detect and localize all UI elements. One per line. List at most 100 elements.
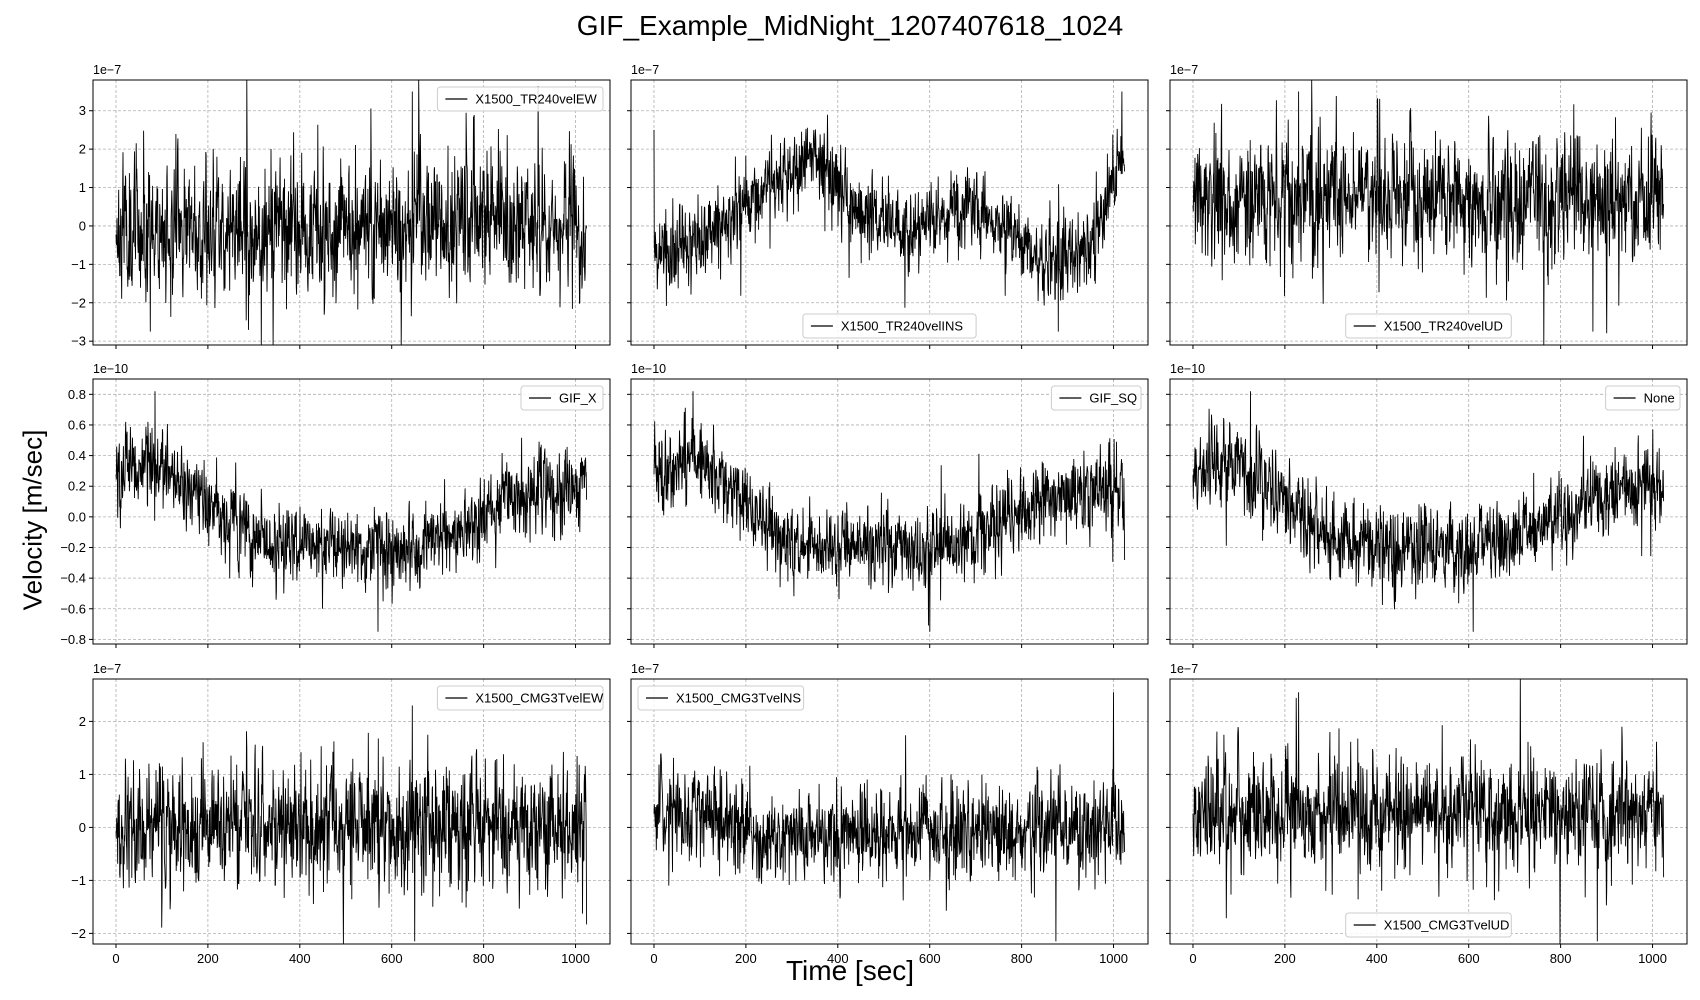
- y-offset-label: 1e−7: [631, 63, 659, 77]
- x-tick-label: 1000: [1638, 951, 1667, 966]
- series-line: [115, 391, 588, 632]
- y-tick-label: 0.4: [68, 448, 86, 463]
- legend-label: X1500_CMG3TvelNS: [676, 691, 801, 706]
- x-tick-label: 200: [197, 951, 219, 966]
- legend-label: None: [1644, 391, 1675, 406]
- y-tick-label: 0.6: [68, 417, 86, 432]
- axes-frame: [92, 79, 611, 346]
- series-line: [653, 91, 1126, 332]
- x-tick-label: 1000: [1099, 951, 1128, 966]
- x-tick-label: 800: [473, 951, 495, 966]
- legend-box: [637, 685, 805, 711]
- y-tick-label: 0.0: [68, 509, 86, 524]
- axes-frame: [630, 678, 1149, 945]
- legend-label: X1500_TR240velEW: [475, 92, 597, 107]
- series-line: [1192, 679, 1665, 944]
- y-offset-label: 1e−7: [93, 662, 121, 676]
- figure-title: GIF_Example_MidNight_1207407618_1024: [576, 10, 1124, 41]
- subplot-8: 0 200 400 600 800 1000 1e−7 X1500_CMG3TvelNS: [627, 662, 1149, 966]
- y-tick-label: −1: [71, 257, 86, 272]
- legend-box: [1345, 313, 1512, 339]
- x-tick-label: 800: [1011, 951, 1033, 966]
- x-tick-label: 400: [827, 951, 849, 966]
- subplot-6: 1e−10 None: [1166, 362, 1688, 648]
- legend: X1500_TR240velINS: [802, 313, 977, 339]
- legend-label: X1500_TR240velINS: [841, 319, 963, 334]
- series-line: [653, 692, 1126, 942]
- legend-label: X1500_CMG3TvelUD: [1384, 918, 1510, 933]
- axes-frame: [92, 378, 611, 645]
- y-tick-label: −0.2: [60, 540, 86, 555]
- legend: X1500_CMG3TvelUD: [1345, 912, 1512, 938]
- x-tick-label: 200: [735, 951, 757, 966]
- legend-box: [1605, 385, 1681, 411]
- x-tick-label: 0: [650, 951, 657, 966]
- y-tick-label: 3: [79, 103, 86, 118]
- x-tick-label: 0: [112, 951, 119, 966]
- legend: GIF_X: [520, 385, 604, 411]
- subplot-1: −3 −2 −1 0 1 2 3 1e−7 X1500_TR240velEW: [71, 63, 611, 349]
- legend: GIF_SQ: [1050, 385, 1142, 411]
- y-offset-label: 1e−7: [93, 63, 121, 77]
- legend-box: [1050, 385, 1142, 411]
- y-tick-label: −1: [71, 873, 86, 888]
- y-tick-label: 0: [79, 820, 86, 835]
- legend-label: X1500_CMG3TvelEW: [475, 691, 604, 706]
- y-tick-label: −0.8: [60, 632, 86, 647]
- y-tick-label: −2: [71, 295, 86, 310]
- legend-box: [436, 685, 604, 711]
- legend-box: [520, 385, 604, 411]
- series-line: [115, 705, 588, 944]
- x-tick-label: 400: [289, 951, 311, 966]
- legend-box: [802, 313, 977, 339]
- subplot-3: 1e−7 X1500_TR240velUD: [1166, 63, 1688, 349]
- legend: X1500_TR240velEW: [436, 86, 604, 112]
- axes-frame: [92, 678, 611, 945]
- y-tick-label: −0.6: [60, 601, 86, 616]
- x-tick-label: 800: [1550, 951, 1572, 966]
- y-tick-label: 0.2: [68, 479, 86, 494]
- legend-box: [1345, 912, 1512, 938]
- y-tick-label: 2: [79, 142, 86, 157]
- legend: X1500_CMG3TvelNS: [637, 685, 805, 711]
- axes-frame: [1169, 378, 1688, 645]
- x-tick-label: 0: [1189, 951, 1196, 966]
- legend: X1500_CMG3TvelEW: [436, 685, 604, 711]
- subplot-7: −2 −1 0 1 2 0 200 400 600 800 1000 1e−7 X1500_CMG3Tv…: [71, 662, 611, 966]
- axes-frame: [1169, 678, 1688, 945]
- legend-label: X1500_TR240velUD: [1384, 319, 1503, 334]
- y-tick-label: 2: [79, 714, 86, 729]
- y-offset-label: 1e−7: [1170, 63, 1198, 77]
- axes-frame: [630, 378, 1149, 645]
- legend-label: GIF_SQ: [1089, 391, 1137, 406]
- y-offset-label: 1e−7: [631, 662, 659, 676]
- axes-frame: [630, 79, 1149, 346]
- subplot-4: −0.8 −0.6 −0.4 −0.2 0.0 0.2 0.4 0.6 0.8 1e−10 GIF_…: [60, 362, 611, 648]
- legend: None: [1605, 385, 1681, 411]
- series-line: [1192, 80, 1665, 345]
- series-line: [1192, 391, 1665, 632]
- axes-frame: [1169, 79, 1688, 346]
- subplot-5: 1e−10 GIF_SQ: [627, 362, 1149, 648]
- x-tick-label: 600: [1458, 951, 1480, 966]
- y-offset-label: 1e−7: [1170, 662, 1198, 676]
- y-tick-label: 1: [79, 180, 86, 195]
- x-tick-label: 600: [381, 951, 403, 966]
- figure-xlabel: Time [sec]: [785, 955, 915, 986]
- y-tick-label: −0.4: [60, 571, 86, 586]
- x-tick-label: 400: [1366, 951, 1388, 966]
- y-offset-label: 1e−10: [93, 362, 128, 376]
- legend: X1500_TR240velUD: [1345, 313, 1512, 339]
- series-line: [653, 391, 1126, 632]
- legend-box: [436, 86, 604, 112]
- y-tick-label: 0.8: [68, 387, 86, 402]
- series-line: [115, 80, 588, 345]
- subplot-2: 1e−7 X1500_TR240velINS: [627, 63, 1149, 349]
- x-tick-label: 1000: [561, 951, 590, 966]
- y-tick-label: −2: [71, 926, 86, 941]
- y-tick-label: 0: [79, 218, 86, 233]
- y-offset-label: 1e−10: [631, 362, 666, 376]
- y-tick-label: −3: [71, 334, 86, 349]
